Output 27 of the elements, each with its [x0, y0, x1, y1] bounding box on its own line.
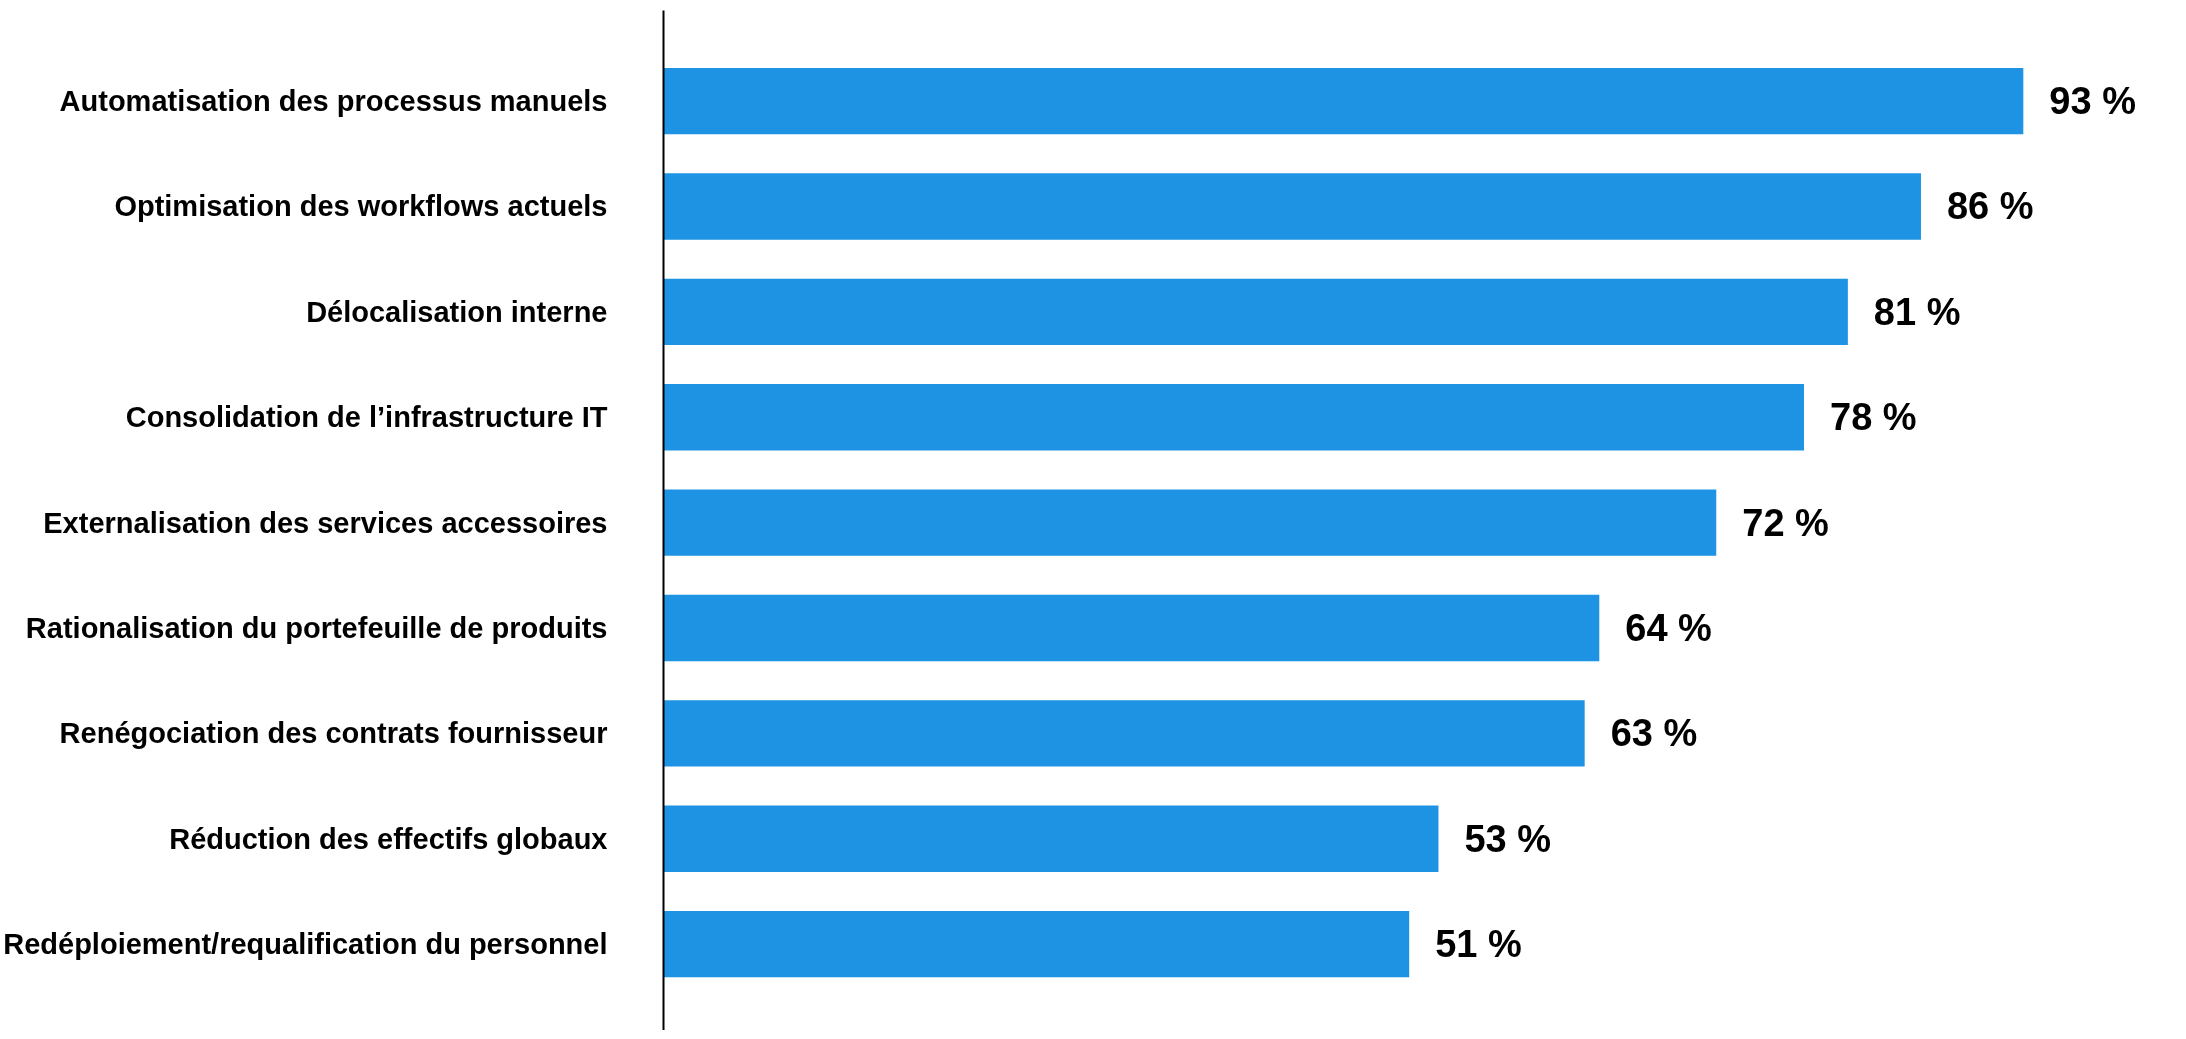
bar [663, 700, 1585, 767]
y-tick-label: Redéploiement/requalification du personnel [3, 928, 608, 961]
data-label: 81 % [1873, 290, 1961, 333]
y-tick-label: Réduction des effectifs globaux [169, 822, 608, 855]
data-label: 72 % [1742, 501, 1829, 544]
y-tick-label: Externalisation des services accessoires [43, 506, 608, 539]
bar [663, 805, 1439, 872]
bar [663, 67, 2024, 135]
y-tick-label: Rationalisation du portefeuille de produits [25, 611, 608, 644]
data-label: 51 % [1435, 923, 1522, 966]
bar [663, 278, 1848, 346]
data-label: 53 % [1464, 817, 1552, 860]
data-label: 86 % [1946, 185, 2034, 228]
y-tick-label: Délocalisation interne [306, 295, 608, 328]
bar [663, 594, 1600, 662]
bar [663, 910, 1410, 978]
y-tick-label: Optimisation des workflows actuels [114, 190, 608, 223]
y-tick-label: Automatisation des processus manuels [59, 85, 608, 118]
data-label: 78 % [1830, 396, 1917, 439]
y-tick-label: Consolidation de l’infrastructure IT [125, 401, 608, 434]
data-label: 63 % [1610, 712, 1698, 755]
y-tick-label: Renégociation des contrats fournisseur [59, 717, 608, 750]
bar [663, 384, 1804, 451]
data-label: 93 % [2049, 80, 2136, 123]
bar [663, 173, 1921, 240]
bar [663, 489, 1717, 556]
data-label: 64 % [1625, 606, 1712, 649]
